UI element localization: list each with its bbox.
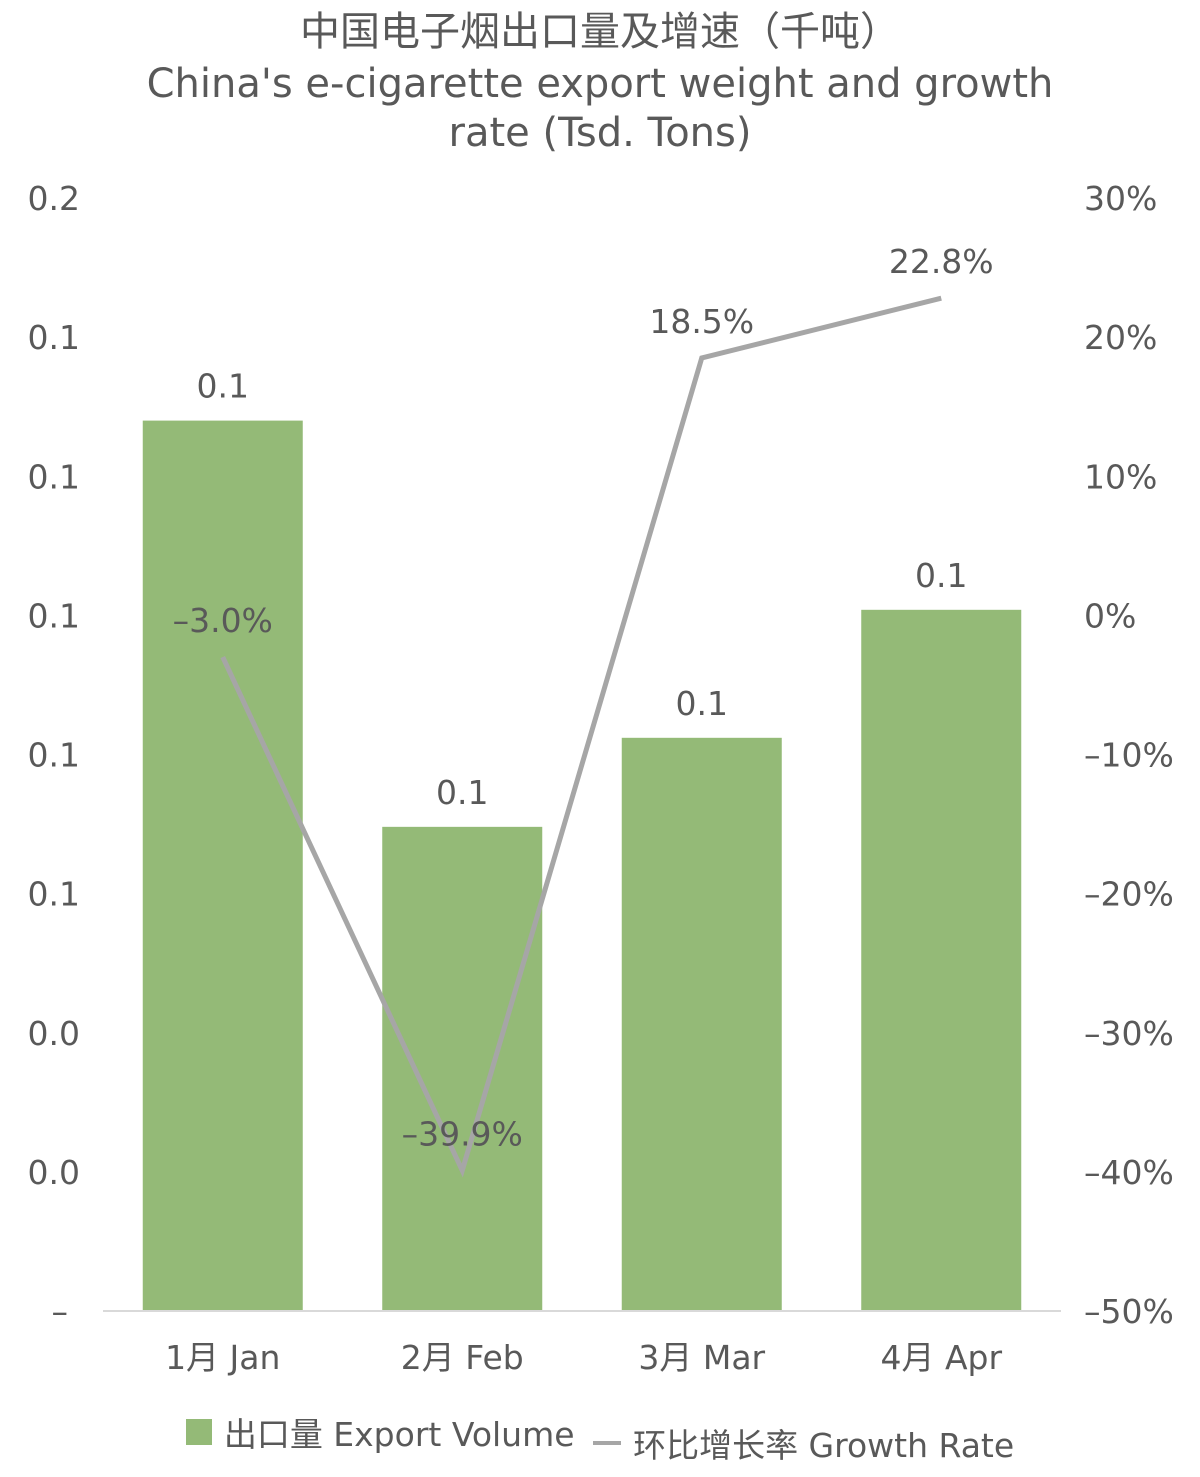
y-left-tick-label: – bbox=[52, 1292, 69, 1331]
chart-title-en: China's e-cigarette export weight and gr… bbox=[0, 60, 1200, 158]
y-left-tick-label: 0.1 bbox=[28, 875, 80, 914]
y-right-tick-label: –20% bbox=[1084, 875, 1174, 914]
bar-data-label: 0.1 bbox=[197, 367, 249, 406]
bar-data-label: 0.1 bbox=[915, 556, 967, 595]
y-left-tick-label: 0.1 bbox=[28, 457, 80, 496]
bar bbox=[861, 609, 1022, 1311]
bar bbox=[382, 826, 543, 1311]
y-left-tick-label: 0.2 bbox=[28, 179, 80, 218]
legend-item-growth-rate: 环比增长率 Growth Rate bbox=[593, 1419, 1014, 1467]
x-tick-label: 2月 Feb bbox=[401, 1338, 524, 1377]
y-right-tick-label: –40% bbox=[1084, 1153, 1174, 1192]
y-right-tick-label: –10% bbox=[1084, 736, 1174, 775]
x-tick-label: 4月 Apr bbox=[880, 1338, 1002, 1377]
chart-title-en-text: China's e-cigarette export weight and gr… bbox=[146, 61, 1054, 156]
line-data-label: 18.5% bbox=[649, 302, 754, 341]
y-left-tick-label: 0.0 bbox=[28, 1014, 80, 1053]
y-left-tick-label: 0.1 bbox=[28, 736, 80, 775]
y-left-tick-label: 0.1 bbox=[28, 318, 80, 357]
legend-swatch-line bbox=[593, 1441, 622, 1445]
bar-data-label: 0.1 bbox=[436, 773, 488, 812]
line-data-label: –3.0% bbox=[173, 601, 273, 640]
bar bbox=[142, 420, 303, 1312]
y-right-tick-label: –30% bbox=[1084, 1014, 1174, 1053]
growth-rate-line bbox=[220, 295, 942, 1178]
y-right-tick-label: 10% bbox=[1084, 457, 1157, 496]
bar-data-label: 0.1 bbox=[676, 684, 728, 723]
y-left-tick-label: 0.1 bbox=[28, 596, 80, 635]
y-left-tick-label: 0.0 bbox=[28, 1153, 80, 1192]
line-data-label: 22.8% bbox=[889, 242, 994, 281]
legend-label-growth-rate: 环比增长率 Growth Rate bbox=[633, 1426, 1015, 1465]
line-data-label: –39.9% bbox=[402, 1114, 523, 1153]
y-right-tick-label: 20% bbox=[1084, 318, 1157, 357]
x-tick-label: 1月 Jan bbox=[165, 1338, 280, 1377]
combo-chart: – 0.0 0.0 0.1 0.1 0.1 0.1 0.1 0.2 –50% –40% –30% –20… bbox=[28, 179, 1174, 1377]
legend-label-export-volume: 出口量 Export Volume bbox=[223, 1415, 575, 1454]
y-right-tick-label: 0% bbox=[1084, 596, 1136, 635]
y-right-tick-label: 30% bbox=[1084, 179, 1157, 218]
chart-title-zh: 中国电子烟出口量及增速（千吨） bbox=[300, 9, 900, 55]
legend-item-export-volume: 出口量 Export Volume bbox=[185, 1408, 575, 1456]
y-right-tick-label: –50% bbox=[1084, 1292, 1174, 1331]
legend-swatch-bar bbox=[185, 1419, 212, 1445]
legend: 出口量 Export Volume 环比增长率 Growth Rate bbox=[0, 1408, 1200, 1467]
bar bbox=[621, 737, 782, 1311]
x-tick-label: 3月 Mar bbox=[638, 1338, 765, 1377]
